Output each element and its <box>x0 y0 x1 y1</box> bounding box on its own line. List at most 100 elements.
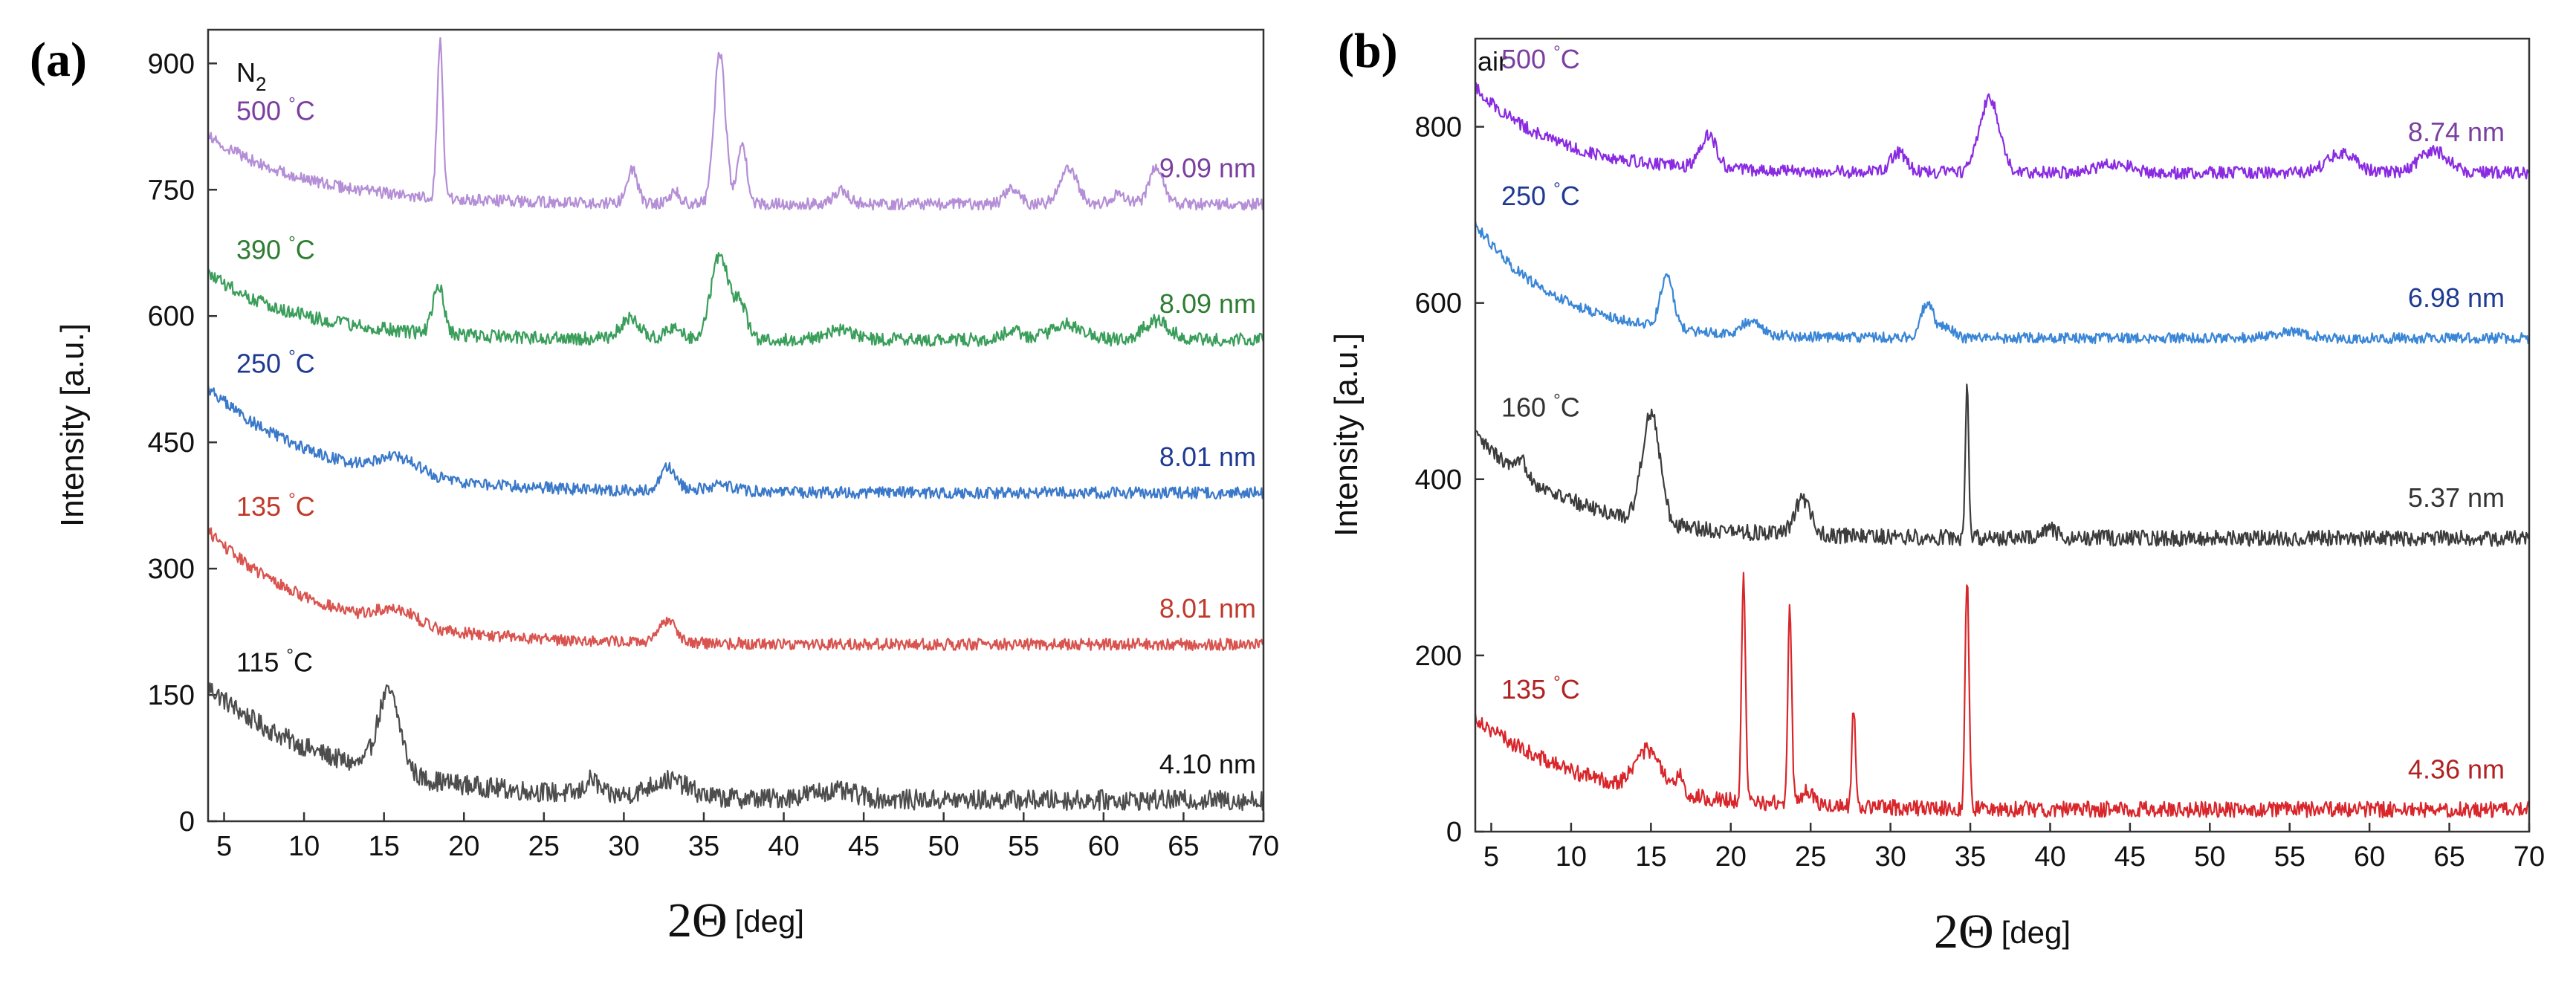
degree-superscript: ° <box>1553 179 1561 199</box>
x-tick-label: 55 <box>2274 841 2305 873</box>
y-tick-label: 900 <box>148 48 195 80</box>
plot-frame-a <box>207 28 1265 823</box>
temperature-unit: C <box>296 235 315 265</box>
series-line <box>1475 383 2531 547</box>
series-temperature-label: 135 °C <box>1501 673 1580 705</box>
y-tick-label: 0 <box>1446 817 1462 848</box>
panel-label-a: (a) <box>30 33 87 87</box>
series-temperature-label: 135 °C <box>236 490 315 522</box>
series-size-label: 4.36 nm <box>2408 754 2505 784</box>
x-tick-label: 10 <box>288 831 320 862</box>
x-tick-label: 10 <box>1556 841 1587 873</box>
x-tick-label: 35 <box>1955 841 1986 873</box>
plot-area-b <box>1474 82 2531 819</box>
x-tick-label: 25 <box>1795 841 1826 873</box>
plot-frame-b <box>1474 37 2531 833</box>
degree-superscript: ° <box>1553 42 1561 62</box>
temperature-value: 500 <box>236 96 288 126</box>
x-tick-label: 20 <box>1715 841 1747 873</box>
y-tick-label: 400 <box>1415 465 1462 496</box>
series-line <box>207 384 1264 500</box>
atmosphere-label-b: air <box>1478 46 1507 77</box>
x-tick-label: 50 <box>928 831 959 862</box>
series-size-label: 9.09 nm <box>1159 153 1256 184</box>
series-temperature-label: 250 °C <box>1501 179 1580 211</box>
x-tick-label: 5 <box>216 831 232 862</box>
temperature-unit: C <box>1561 674 1580 705</box>
x-axis-label-b: 2Θ [deg] <box>1934 904 2071 959</box>
temperature-unit: C <box>294 647 313 678</box>
temperature-unit: C <box>296 491 315 522</box>
x-tick-label: 30 <box>608 831 639 862</box>
x-axis-label-a: 2Θ [deg] <box>667 893 804 948</box>
x-tick-label: 40 <box>768 831 799 862</box>
series-temperature-label: 160 °C <box>1501 391 1580 423</box>
temperature-unit: C <box>296 96 315 126</box>
x-tick-label: 45 <box>2114 841 2146 873</box>
series-size-label: 8.74 nm <box>2408 117 2505 147</box>
x-tick-label: 35 <box>688 831 719 862</box>
series-line <box>207 252 1265 347</box>
x-tick-label: 20 <box>448 831 479 862</box>
axis-ticks-a: 5 10 15 20 25 30 35 40 45 50 55 60 65 70 0 150 300 450 600… <box>148 48 1280 862</box>
temperature-value: 115 <box>236 647 286 678</box>
temperature-value: 250 <box>1501 181 1553 211</box>
y-tick-label: 150 <box>148 680 195 711</box>
series-temperature-label: 390 °C <box>236 233 315 265</box>
degree-superscript: ° <box>288 233 296 253</box>
plot-area-a <box>207 37 1265 812</box>
series-temperature-label: 115 °C <box>236 646 313 678</box>
y-tick-label: 600 <box>148 301 195 332</box>
temperature-unit: C <box>296 349 315 379</box>
x-tick-label: 55 <box>1008 831 1039 862</box>
x-tick-label: 60 <box>1088 831 1119 862</box>
y-tick-label: 0 <box>179 806 195 838</box>
x-tick-label: 70 <box>2514 841 2545 873</box>
x-tick-label: 70 <box>1248 831 1279 862</box>
x-tick-label: 15 <box>369 831 400 862</box>
series-line <box>207 682 1265 812</box>
temperature-unit: C <box>1561 392 1580 423</box>
x-tick-label: 30 <box>1874 841 1906 873</box>
x-tick-label: 65 <box>1168 831 1199 862</box>
series-size-label: 5.37 nm <box>2408 482 2505 513</box>
series-line <box>207 527 1265 651</box>
y-tick-label: 750 <box>148 175 195 206</box>
temperature-value: 250 <box>236 349 288 379</box>
series-temperature-label: 500 °C <box>236 94 315 126</box>
y-axis-label-a: Intensity [a.u.] <box>54 323 91 527</box>
series-temperature-label: 500 °C <box>1501 42 1580 74</box>
y-tick-label: 800 <box>1415 112 1462 143</box>
temperature-value: 135 <box>236 491 288 522</box>
panel-label-b: (b) <box>1338 24 1398 78</box>
temperature-value: 160 <box>1501 392 1553 423</box>
x-tick-label: 40 <box>2034 841 2065 873</box>
y-tick-label: 600 <box>1415 288 1462 320</box>
x-tick-label: 50 <box>2194 841 2225 873</box>
temperature-value: 135 <box>1501 674 1553 705</box>
y-tick-label: 450 <box>148 427 195 459</box>
degree-superscript: ° <box>288 490 296 510</box>
atmosphere-label-a: N2 <box>236 57 266 95</box>
series-line <box>1474 221 2530 345</box>
x-tick-label: 60 <box>2354 841 2385 873</box>
x-tick-label: 65 <box>2433 841 2465 873</box>
degree-superscript: ° <box>288 347 296 367</box>
x-tick-label: 45 <box>848 831 879 862</box>
axis-ticks-b: 5 10 15 20 25 30 35 40 45 50 55 60 65 70 0 200 400 600 800 <box>1415 112 2546 873</box>
series-size-label: 6.98 nm <box>2408 282 2505 313</box>
x-tick-label: 5 <box>1483 841 1499 873</box>
series-size-label: 4.10 nm <box>1159 749 1256 780</box>
series-size-label: 8.09 nm <box>1159 288 1256 319</box>
temperature-unit: C <box>1561 181 1580 211</box>
y-tick-label: 300 <box>148 554 195 585</box>
y-tick-label: 200 <box>1415 641 1462 672</box>
temperature-value: 390 <box>236 235 288 265</box>
degree-superscript: ° <box>1553 391 1561 411</box>
series-line <box>1475 82 2530 180</box>
series-size-label: 8.01 nm <box>1159 441 1256 472</box>
panel-b: (b) 5 10 15 20 25 30 35 40 45 50 55 60 65 70 0 200 400 60… <box>1328 24 2545 959</box>
